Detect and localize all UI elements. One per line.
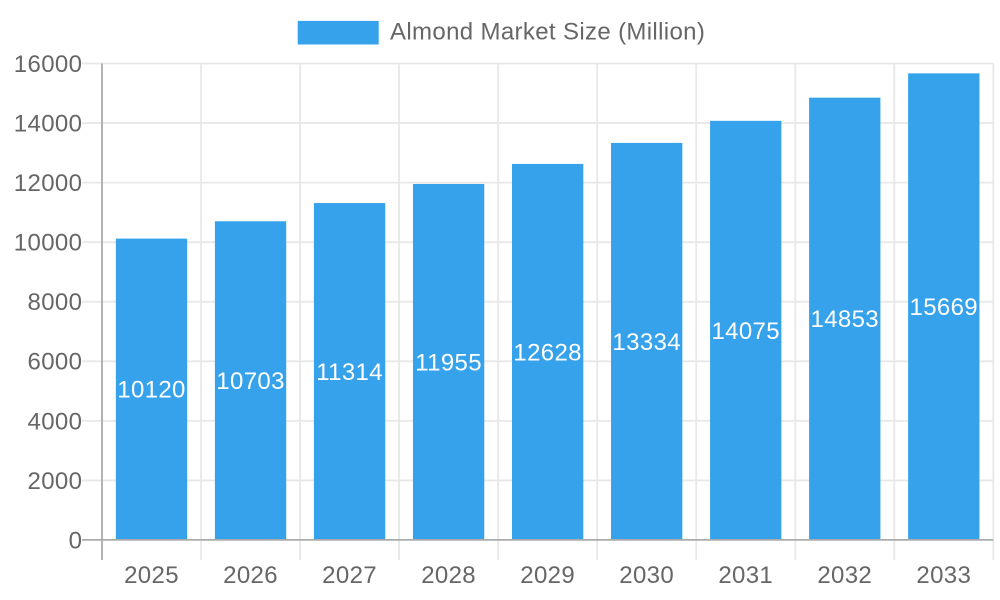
svg-text:4000: 4000 xyxy=(28,408,83,435)
svg-text:2032: 2032 xyxy=(817,562,872,589)
svg-text:10703: 10703 xyxy=(216,368,285,395)
svg-text:2030: 2030 xyxy=(619,562,674,589)
svg-text:2026: 2026 xyxy=(223,562,278,589)
svg-text:12628: 12628 xyxy=(513,339,582,366)
svg-text:2028: 2028 xyxy=(421,562,476,589)
svg-text:12000: 12000 xyxy=(14,170,83,197)
svg-text:2029: 2029 xyxy=(520,562,575,589)
svg-text:2031: 2031 xyxy=(718,562,773,589)
svg-text:15669: 15669 xyxy=(910,294,979,321)
svg-text:0: 0 xyxy=(69,527,83,554)
svg-text:6000: 6000 xyxy=(28,349,83,376)
svg-text:14000: 14000 xyxy=(14,110,83,137)
svg-text:13334: 13334 xyxy=(612,329,681,356)
svg-text:2000: 2000 xyxy=(28,468,83,495)
svg-text:14853: 14853 xyxy=(811,306,880,333)
svg-text:16000: 16000 xyxy=(14,51,83,78)
svg-text:8000: 8000 xyxy=(28,289,83,316)
svg-text:14075: 14075 xyxy=(711,318,780,345)
svg-text:Almond Market Size (Million): Almond Market Size (Million) xyxy=(390,19,705,46)
svg-text:2027: 2027 xyxy=(322,562,377,589)
svg-text:2025: 2025 xyxy=(124,562,179,589)
svg-text:11314: 11314 xyxy=(316,359,383,386)
svg-text:2033: 2033 xyxy=(916,562,971,589)
svg-text:10120: 10120 xyxy=(117,377,186,404)
svg-text:11955: 11955 xyxy=(415,349,482,376)
svg-text:10000: 10000 xyxy=(14,230,83,257)
